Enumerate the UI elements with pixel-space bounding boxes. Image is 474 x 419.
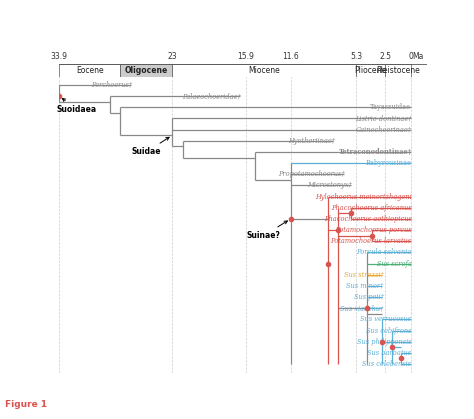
Text: Hylochoerus meinertzhageni: Hylochoerus meinertzhageni	[315, 193, 411, 201]
Text: Sus celebensis: Sus celebensis	[363, 360, 411, 368]
Text: Suidae: Suidae	[132, 137, 169, 156]
Text: Palaeochoeridae†: Palaeochoeridae†	[182, 92, 241, 100]
Text: Sus strozzi†: Sus strozzi†	[344, 271, 383, 279]
Text: Microstonyx†: Microstonyx†	[308, 181, 352, 189]
Text: Tetraconodontinae†: Tetraconodontinae†	[338, 148, 411, 156]
Text: 15.9: 15.9	[237, 52, 255, 61]
Text: Babyrousinae: Babyrousinae	[365, 159, 411, 167]
Text: 5.3: 5.3	[350, 52, 362, 61]
Text: 33.9: 33.9	[51, 52, 68, 61]
Text: Listrio dontinae†: Listrio dontinae†	[355, 114, 411, 122]
Text: Potamochoerus porcus: Potamochoerus porcus	[335, 226, 411, 234]
Text: Perchoerus†: Perchoerus†	[91, 81, 132, 89]
Text: Potamochoerus larvatus: Potamochoerus larvatus	[330, 237, 411, 245]
Bar	[385, 64, 411, 77]
Text: 11.6: 11.6	[283, 52, 299, 61]
Bar	[59, 64, 120, 77]
Text: Pleistocene: Pleistocene	[376, 66, 420, 75]
Text: Sus philippensis: Sus philippensis	[357, 338, 411, 346]
Text: Figure 1: Figure 1	[5, 400, 47, 409]
Text: Sus cebifrons: Sus cebifrons	[366, 326, 411, 334]
Text: Phacochoerus aethiopicus: Phacochoerus aethiopicus	[324, 215, 411, 223]
Text: Miocene: Miocene	[248, 66, 280, 75]
Bar	[356, 64, 385, 77]
Text: Tayassuidae: Tayassuidae	[370, 103, 411, 111]
Text: Pliocene: Pliocene	[355, 66, 387, 75]
Bar	[120, 64, 173, 77]
Text: Sus peii†: Sus peii†	[354, 293, 383, 301]
Text: Sus verrucosus: Sus verrucosus	[360, 316, 411, 323]
Text: Phacochoerus africanus: Phacochoerus africanus	[331, 204, 411, 212]
Text: Eocene: Eocene	[76, 66, 104, 75]
Text: Propotamochoerus†: Propotamochoerus†	[278, 170, 345, 178]
Text: Porcula salvania: Porcula salvania	[356, 248, 411, 256]
Bar	[173, 64, 356, 77]
Text: Suoidaea: Suoidaea	[57, 98, 97, 114]
Text: Oligocene: Oligocene	[125, 66, 168, 75]
Text: Hyotheriinae†: Hyotheriinae†	[288, 137, 335, 145]
Text: Ma: Ma	[412, 52, 423, 61]
Text: 23: 23	[167, 52, 177, 61]
Text: Suinae?: Suinae?	[247, 221, 287, 240]
Text: Sus barbatus: Sus barbatus	[367, 349, 411, 357]
Text: Sus scrofa: Sus scrofa	[376, 259, 411, 268]
Text: 0: 0	[409, 52, 413, 61]
Text: 2.5: 2.5	[379, 52, 391, 61]
Text: Cainochoerinae†: Cainochoerinae†	[356, 126, 411, 134]
Text: Sus minor†: Sus minor†	[346, 282, 383, 290]
Text: Sus xiaozhu†: Sus xiaozhu†	[340, 304, 383, 312]
